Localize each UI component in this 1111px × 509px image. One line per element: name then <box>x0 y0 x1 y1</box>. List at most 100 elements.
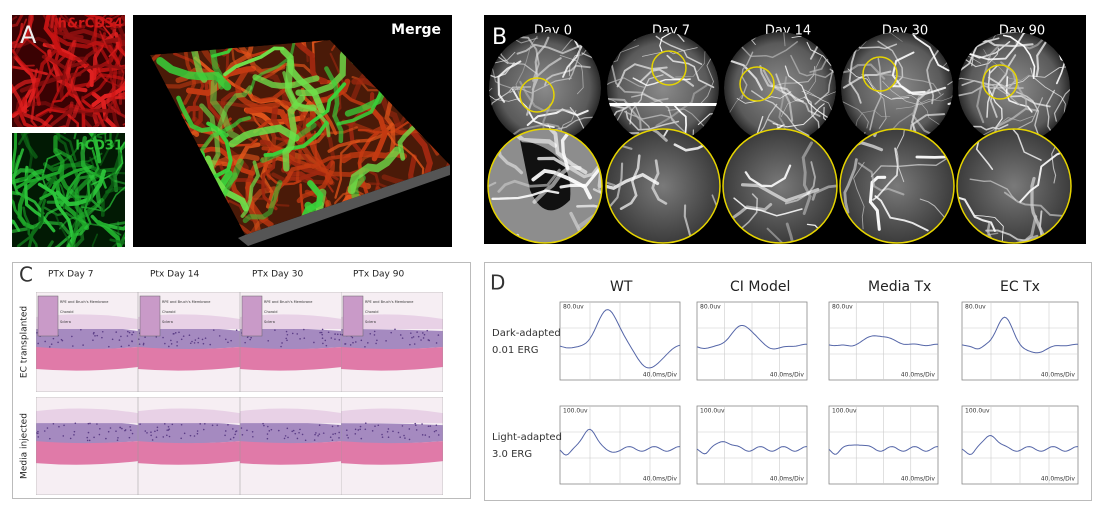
nucleus <box>212 329 215 331</box>
nucleus <box>37 436 40 438</box>
nucleus <box>61 339 64 342</box>
row-label: Media injected <box>20 413 30 479</box>
nucleus <box>115 430 117 432</box>
nucleus <box>263 424 265 427</box>
texture-stroke <box>223 40 235 72</box>
texture-stroke <box>197 146 255 176</box>
row-label: 0.01 ERG <box>492 345 538 356</box>
time-scale: 40.0ms/Div <box>643 372 678 379</box>
texture-stroke <box>261 146 351 169</box>
texture-stroke <box>877 40 904 88</box>
nucleus <box>150 431 152 433</box>
texture-stroke <box>834 240 837 243</box>
nucleus <box>374 425 376 427</box>
texture-stroke <box>36 103 94 119</box>
nucleus <box>409 343 411 346</box>
nucleus <box>414 424 417 427</box>
texture-stroke <box>58 19 121 46</box>
nucleus <box>168 435 171 438</box>
nucleus <box>193 435 196 437</box>
nucleus <box>360 339 363 342</box>
nucleus <box>50 343 53 345</box>
zoom-image <box>723 129 837 243</box>
nucleus <box>224 434 226 437</box>
nucleus <box>132 331 135 333</box>
texture-stroke <box>12 133 18 176</box>
texture-stroke <box>71 198 104 247</box>
nucleus <box>73 434 75 436</box>
texture-stroke <box>892 94 942 127</box>
texture-stroke <box>733 197 803 217</box>
nucleus <box>74 422 77 425</box>
nucleus <box>286 333 289 336</box>
panel-d-frame <box>484 262 1092 501</box>
nucleus <box>36 331 38 334</box>
texture-stroke <box>766 227 829 243</box>
nucleus <box>150 434 152 437</box>
nucleus <box>408 438 411 441</box>
texture-stroke <box>217 85 253 134</box>
nucleus <box>57 341 59 344</box>
texture-stroke <box>576 204 602 240</box>
nucleus <box>204 422 206 425</box>
nucleus <box>413 343 416 345</box>
region-marker <box>862 56 898 92</box>
texture-stroke <box>222 40 259 80</box>
texture-stroke <box>12 41 13 44</box>
texture-stroke <box>65 39 82 119</box>
purple-layer <box>36 420 138 444</box>
texture-stroke <box>0 204 9 259</box>
nucleus <box>37 342 39 345</box>
inset-label: Sclera <box>60 320 71 324</box>
amplitude-scale: 80.0uv <box>700 304 721 311</box>
nucleus <box>349 344 352 346</box>
nucleus <box>180 338 183 341</box>
nucleus <box>174 332 177 334</box>
nucleus <box>249 338 251 341</box>
texture-stroke <box>12 219 21 232</box>
nucleus <box>44 340 46 343</box>
nucleus <box>250 336 252 339</box>
inset-label: RPE and Bruch's Membrane <box>264 300 312 304</box>
nucleus <box>318 433 321 435</box>
texture-stroke <box>109 15 116 17</box>
zoom-border <box>956 128 1072 244</box>
texture-stroke <box>0 0 8 37</box>
nucleus <box>80 328 82 331</box>
nucleus <box>387 428 390 430</box>
texture-stroke <box>497 168 561 193</box>
time-scale: 40.0ms/Div <box>901 476 936 483</box>
purple-layer <box>240 328 342 350</box>
texture-stroke <box>624 110 677 124</box>
nucleus <box>37 432 39 435</box>
texture-stroke <box>625 110 680 131</box>
texture-stroke <box>489 51 516 65</box>
purple-layer <box>240 422 342 444</box>
nucleus <box>96 423 98 425</box>
nucleus <box>394 328 396 331</box>
texture-stroke <box>987 76 1051 108</box>
nucleus <box>319 331 321 334</box>
nucleus <box>138 343 141 345</box>
nucleus <box>92 339 94 341</box>
nucleus <box>364 428 367 431</box>
light-layer <box>36 408 138 424</box>
nucleus <box>241 433 244 436</box>
texture-stroke <box>64 101 74 127</box>
nucleus <box>420 339 422 341</box>
nucleus <box>227 423 229 426</box>
texture-stroke <box>559 149 602 189</box>
nucleus <box>101 336 103 339</box>
pink-layer <box>36 347 138 371</box>
texture-stroke <box>12 168 41 180</box>
channel-label: hCD31 <box>75 139 123 154</box>
inset-label: Choroid <box>264 310 278 314</box>
zoom-bg <box>957 129 1071 243</box>
texture-stroke <box>54 147 80 194</box>
texture-stroke <box>963 32 983 67</box>
column-label: PTx Day 30 <box>252 270 303 280</box>
nucleus <box>359 425 362 428</box>
nucleus <box>397 431 400 434</box>
nucleus <box>170 343 173 345</box>
texture-stroke <box>790 54 836 79</box>
